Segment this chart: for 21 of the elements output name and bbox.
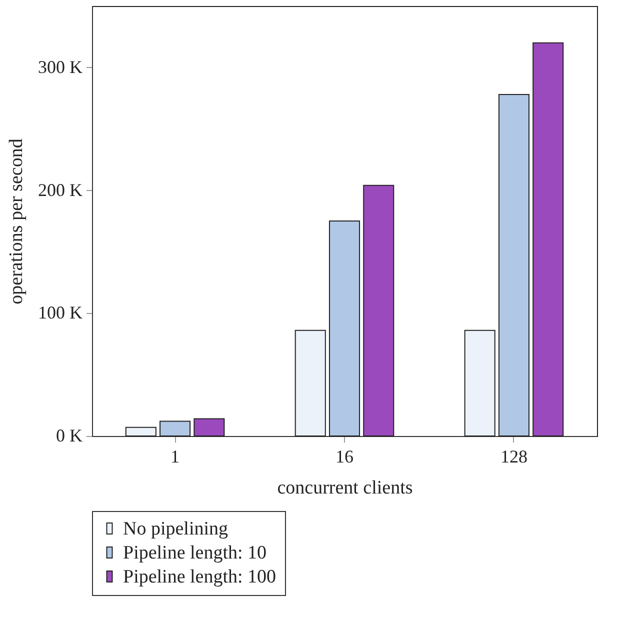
bar <box>532 42 564 436</box>
bar <box>294 330 326 436</box>
x-tick-label: 128 <box>500 446 528 466</box>
y-tick-label: 0 K <box>56 426 82 446</box>
x-axis-title: concurrent clients <box>277 478 413 498</box>
bar <box>328 220 360 436</box>
legend-label: No pipelining <box>123 518 229 540</box>
x-tick-label: 16 <box>336 446 354 466</box>
y-tick-label: 300 K <box>38 56 82 77</box>
bar <box>363 184 394 436</box>
bar <box>498 94 530 436</box>
bar <box>160 420 191 436</box>
y-tick-label: 100 K <box>38 302 82 323</box>
x-tick-label: 1 <box>170 446 180 466</box>
bar <box>464 330 496 436</box>
y-axis-title: operations per second <box>6 138 27 304</box>
bar <box>125 426 156 436</box>
legend-label: Pipeline length: 100 <box>123 566 276 588</box>
bar <box>194 418 225 436</box>
y-tick-label: 200 K <box>38 180 82 200</box>
legend-label: Pipeline length: 10 <box>123 542 267 564</box>
